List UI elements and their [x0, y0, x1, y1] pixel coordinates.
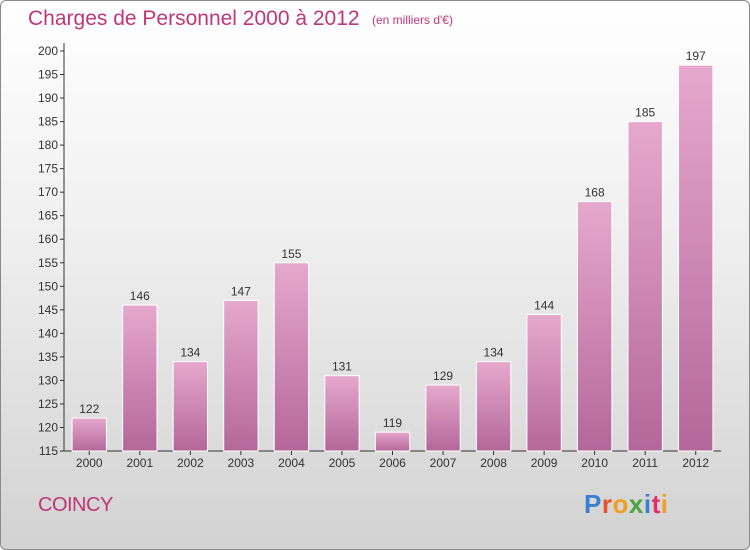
y-tick-label: 130 [38, 373, 58, 387]
bar [122, 304, 158, 452]
proxiti-logo[interactable]: Proxiti [584, 489, 668, 520]
bar [475, 361, 512, 452]
x-tick-label: 2002 [177, 456, 204, 470]
bar-value-label: 197 [686, 49, 706, 63]
bar-value-label: 144 [534, 299, 554, 313]
y-tick-label: 180 [38, 138, 58, 152]
y-tick-label: 165 [38, 209, 58, 223]
x-tick-label: 2009 [531, 456, 558, 470]
bar [425, 384, 461, 452]
bar [576, 201, 613, 452]
logo-letter: i [660, 489, 669, 519]
bar [71, 417, 107, 452]
bar [627, 121, 663, 452]
bar [273, 262, 310, 452]
y-tick-label: 125 [38, 397, 58, 411]
y-tick-label: 170 [38, 185, 58, 199]
y-tick-label: 150 [38, 279, 58, 293]
y-tick-label: 160 [38, 232, 58, 246]
bar-value-label: 146 [130, 289, 150, 303]
bar [324, 375, 360, 452]
logo-letter: P [584, 489, 602, 519]
x-tick-label: 2007 [430, 456, 457, 470]
bar-value-label: 129 [433, 369, 453, 383]
x-tick-label: 2006 [379, 456, 406, 470]
x-tick-label: 2000 [76, 456, 103, 470]
y-tick-label: 135 [38, 350, 58, 364]
y-tick-label: 120 [38, 420, 58, 434]
y-tick-label: 140 [38, 326, 58, 340]
x-tick-label: 2010 [581, 456, 608, 470]
x-tick-label: 2012 [682, 456, 709, 470]
bar-value-label: 131 [332, 360, 352, 374]
bar [172, 361, 209, 452]
logo-letter: x [628, 489, 644, 519]
bar-value-label: 168 [585, 186, 605, 200]
commune-name: COINCY [38, 494, 113, 516]
x-tick-label: 2004 [278, 456, 305, 470]
bar-value-label: 134 [484, 346, 504, 360]
y-tick-label: 200 [38, 44, 58, 58]
chart-subtitle: (en milliers d'€) [372, 13, 453, 27]
logo-letter: t [651, 489, 661, 519]
y-tick-label: 145 [38, 303, 58, 317]
bar [526, 314, 562, 452]
x-tick-label: 2003 [228, 456, 255, 470]
x-tick-label: 2008 [480, 456, 507, 470]
logo-letter: r [601, 489, 613, 519]
y-tick-label: 190 [38, 91, 58, 105]
x-tick-label: 2005 [329, 456, 356, 470]
logo-letter: o [612, 489, 629, 519]
bar [374, 431, 411, 452]
x-tick-label: 2011 [632, 456, 658, 470]
y-tick-label: 175 [38, 162, 58, 176]
y-tick-label: 195 [38, 68, 58, 82]
bar-value-label: 155 [281, 247, 301, 261]
chart-title: Charges de Personnel 2000 à 2012 [28, 7, 360, 30]
bar-value-label: 185 [635, 106, 655, 120]
bar-value-label: 119 [383, 416, 402, 430]
y-tick-label: 185 [38, 115, 58, 129]
bar [678, 64, 714, 452]
bar [223, 299, 259, 452]
x-tick-label: 2001 [126, 456, 153, 470]
y-tick-label: 155 [38, 256, 58, 270]
bar-value-label: 147 [231, 284, 251, 298]
bar-value-label: 134 [180, 346, 200, 360]
logo-letter: i [643, 489, 652, 519]
bar-value-label: 122 [79, 402, 99, 416]
y-tick-label: 115 [39, 444, 58, 458]
